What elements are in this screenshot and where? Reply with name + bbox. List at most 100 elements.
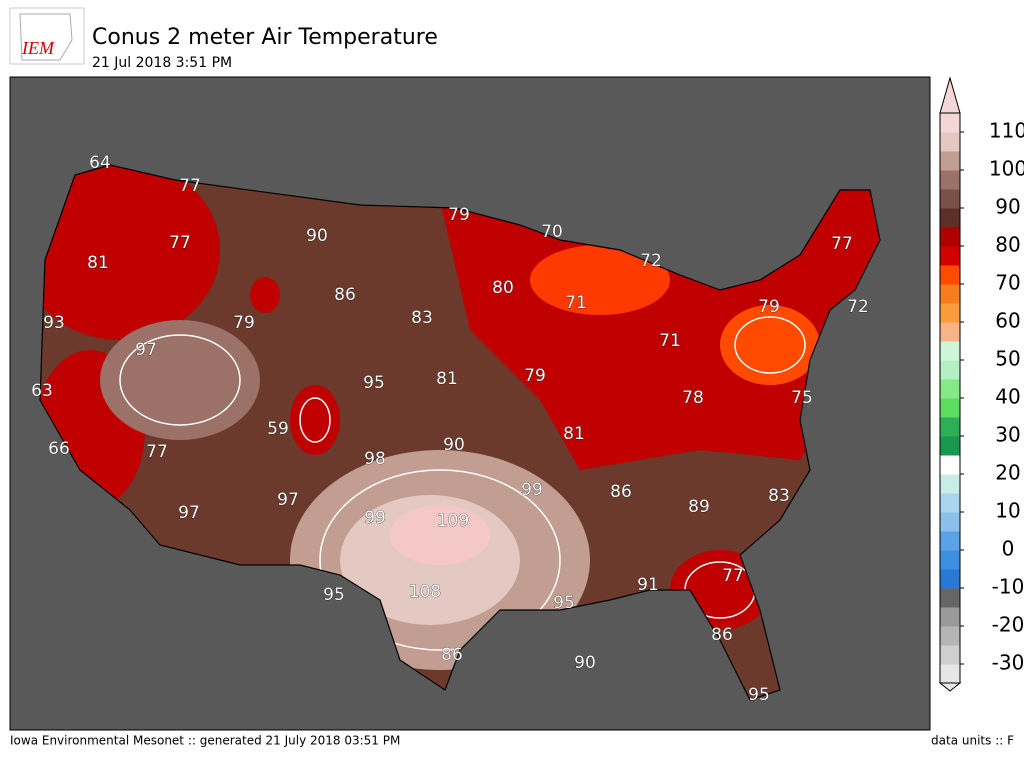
station-value: 89: [688, 497, 710, 517]
colorbar-segment: [940, 455, 960, 475]
station-value: 79: [758, 297, 780, 317]
footer-right: data units :: F: [931, 734, 1014, 748]
colorbar-segment: [940, 360, 960, 380]
colorbar-segment: [940, 474, 960, 494]
station-value: 77: [146, 442, 168, 462]
colorbar-tick-label: 40: [995, 385, 1020, 409]
colorbar-segment: [940, 284, 960, 304]
station-value: 72: [640, 251, 662, 271]
colorbar-segment: [940, 588, 960, 608]
station-value: 90: [306, 226, 328, 246]
station-value: 81: [87, 253, 109, 273]
colorbar-segment: [940, 550, 960, 570]
colorbar-segment: [940, 379, 960, 399]
colorbar-segment: [940, 303, 960, 323]
station-value: 77: [179, 176, 201, 196]
station-value: 86: [610, 482, 632, 502]
station-value: 99: [521, 480, 543, 500]
station-value: 71: [659, 331, 681, 351]
colorbar-tick-label: 20: [995, 461, 1020, 485]
colorbar-segment: [940, 189, 960, 209]
colorbar: -30 -20 -10 0 10 20 30 40 50 60 70 80 90 100 110: [938, 76, 1024, 692]
station-value: 78: [682, 388, 704, 408]
station-value: 71: [565, 293, 587, 313]
colorbar-segment: [940, 493, 960, 513]
colorbar-segment: [940, 398, 960, 418]
station-value: 70: [541, 222, 563, 242]
colorbar-tick-label: -20: [992, 613, 1024, 637]
station-value: 79: [233, 313, 255, 333]
colorbar-segment: [940, 132, 960, 152]
station-value: 83: [768, 486, 790, 506]
colorbar-segment: [940, 322, 960, 342]
colorbar-segment: [940, 607, 960, 627]
station-value: 79: [448, 205, 470, 225]
station-value: 81: [563, 424, 585, 444]
colorbar-tick-label: 90: [995, 195, 1020, 219]
colorbar-segment: [940, 170, 960, 190]
footer-left: Iowa Environmental Mesonet :: generated …: [10, 734, 400, 748]
colorbar-segment: [940, 208, 960, 228]
colorbar-tick-label: 10: [995, 499, 1020, 523]
station-value: 93: [43, 313, 65, 333]
colorbar-segment: [940, 531, 960, 551]
colorbar-segment: [940, 645, 960, 665]
colorbar-tick-label: 70: [995, 271, 1020, 295]
colorbar-tick-label: -10: [992, 575, 1024, 599]
colorbar-segment: [940, 151, 960, 171]
title: Conus 2 meter Air Temperature: [92, 25, 438, 50]
station-value: 81: [436, 369, 458, 389]
station-value: 95: [553, 593, 575, 613]
colorbar-segment: [940, 341, 960, 361]
station-value: 80: [492, 278, 514, 298]
station-value: 95: [748, 685, 770, 705]
colorbar-segment: [940, 417, 960, 437]
station-labels: 64 77 90 79 70 77 81 77 86 72 80 71 93 79 83 79 72 97 71 63…: [31, 153, 869, 706]
station-value: 90: [443, 435, 465, 455]
colorbar-tick-label: 30: [995, 423, 1020, 447]
colorbar-arrow-bottom: [938, 682, 962, 692]
colorbar-segment: [940, 436, 960, 456]
colorbar-segment: [940, 569, 960, 589]
colorbar-segment: [940, 246, 960, 266]
station-value: 108: [409, 582, 441, 602]
station-value: 95: [323, 585, 345, 605]
logo-text: IEM: [21, 38, 55, 58]
colorbar-tick-label: 80: [995, 233, 1020, 257]
temperature-field: [40, 165, 880, 700]
station-value: 98: [364, 449, 386, 469]
station-value: 77: [169, 233, 191, 253]
station-value: 66: [48, 439, 70, 459]
field-area: [390, 505, 490, 565]
colorbar-tick-label: 110: [989, 119, 1024, 143]
station-value: 97: [277, 490, 299, 510]
colorbar-tick-label: -30: [992, 651, 1024, 675]
station-value: 86: [711, 625, 733, 645]
station-value: 79: [524, 366, 546, 386]
field-area: [250, 277, 280, 313]
field-area: [290, 385, 340, 455]
station-value: 90: [574, 653, 596, 673]
station-value: 77: [831, 234, 853, 254]
station-value: 59: [267, 419, 289, 439]
station-value: 86: [334, 285, 356, 305]
field-area: [530, 245, 670, 315]
station-value: 91: [637, 575, 659, 595]
coastline: [39, 164, 881, 701]
station-value: 97: [178, 503, 200, 523]
logo: IEM: [9, 7, 85, 65]
colorbar-tick-label: 50: [995, 347, 1020, 371]
map: 64 77 90 79 70 77 81 77 86 72 80 71 93 79 83 79 72 97 71 63…: [9, 76, 931, 731]
station-value: 99: [364, 508, 386, 528]
colorbar-tick-label: 0: [1002, 537, 1015, 561]
colorbar-arrow-top: [939, 76, 961, 114]
station-value: 64: [89, 153, 111, 173]
colorbar-segment: [940, 626, 960, 646]
station-value: 83: [411, 308, 433, 328]
station-value: 97: [135, 340, 157, 360]
station-value: 75: [791, 388, 813, 408]
field-area: [100, 320, 260, 440]
station-value: 72: [847, 297, 869, 317]
logo-outline: [19, 13, 73, 61]
